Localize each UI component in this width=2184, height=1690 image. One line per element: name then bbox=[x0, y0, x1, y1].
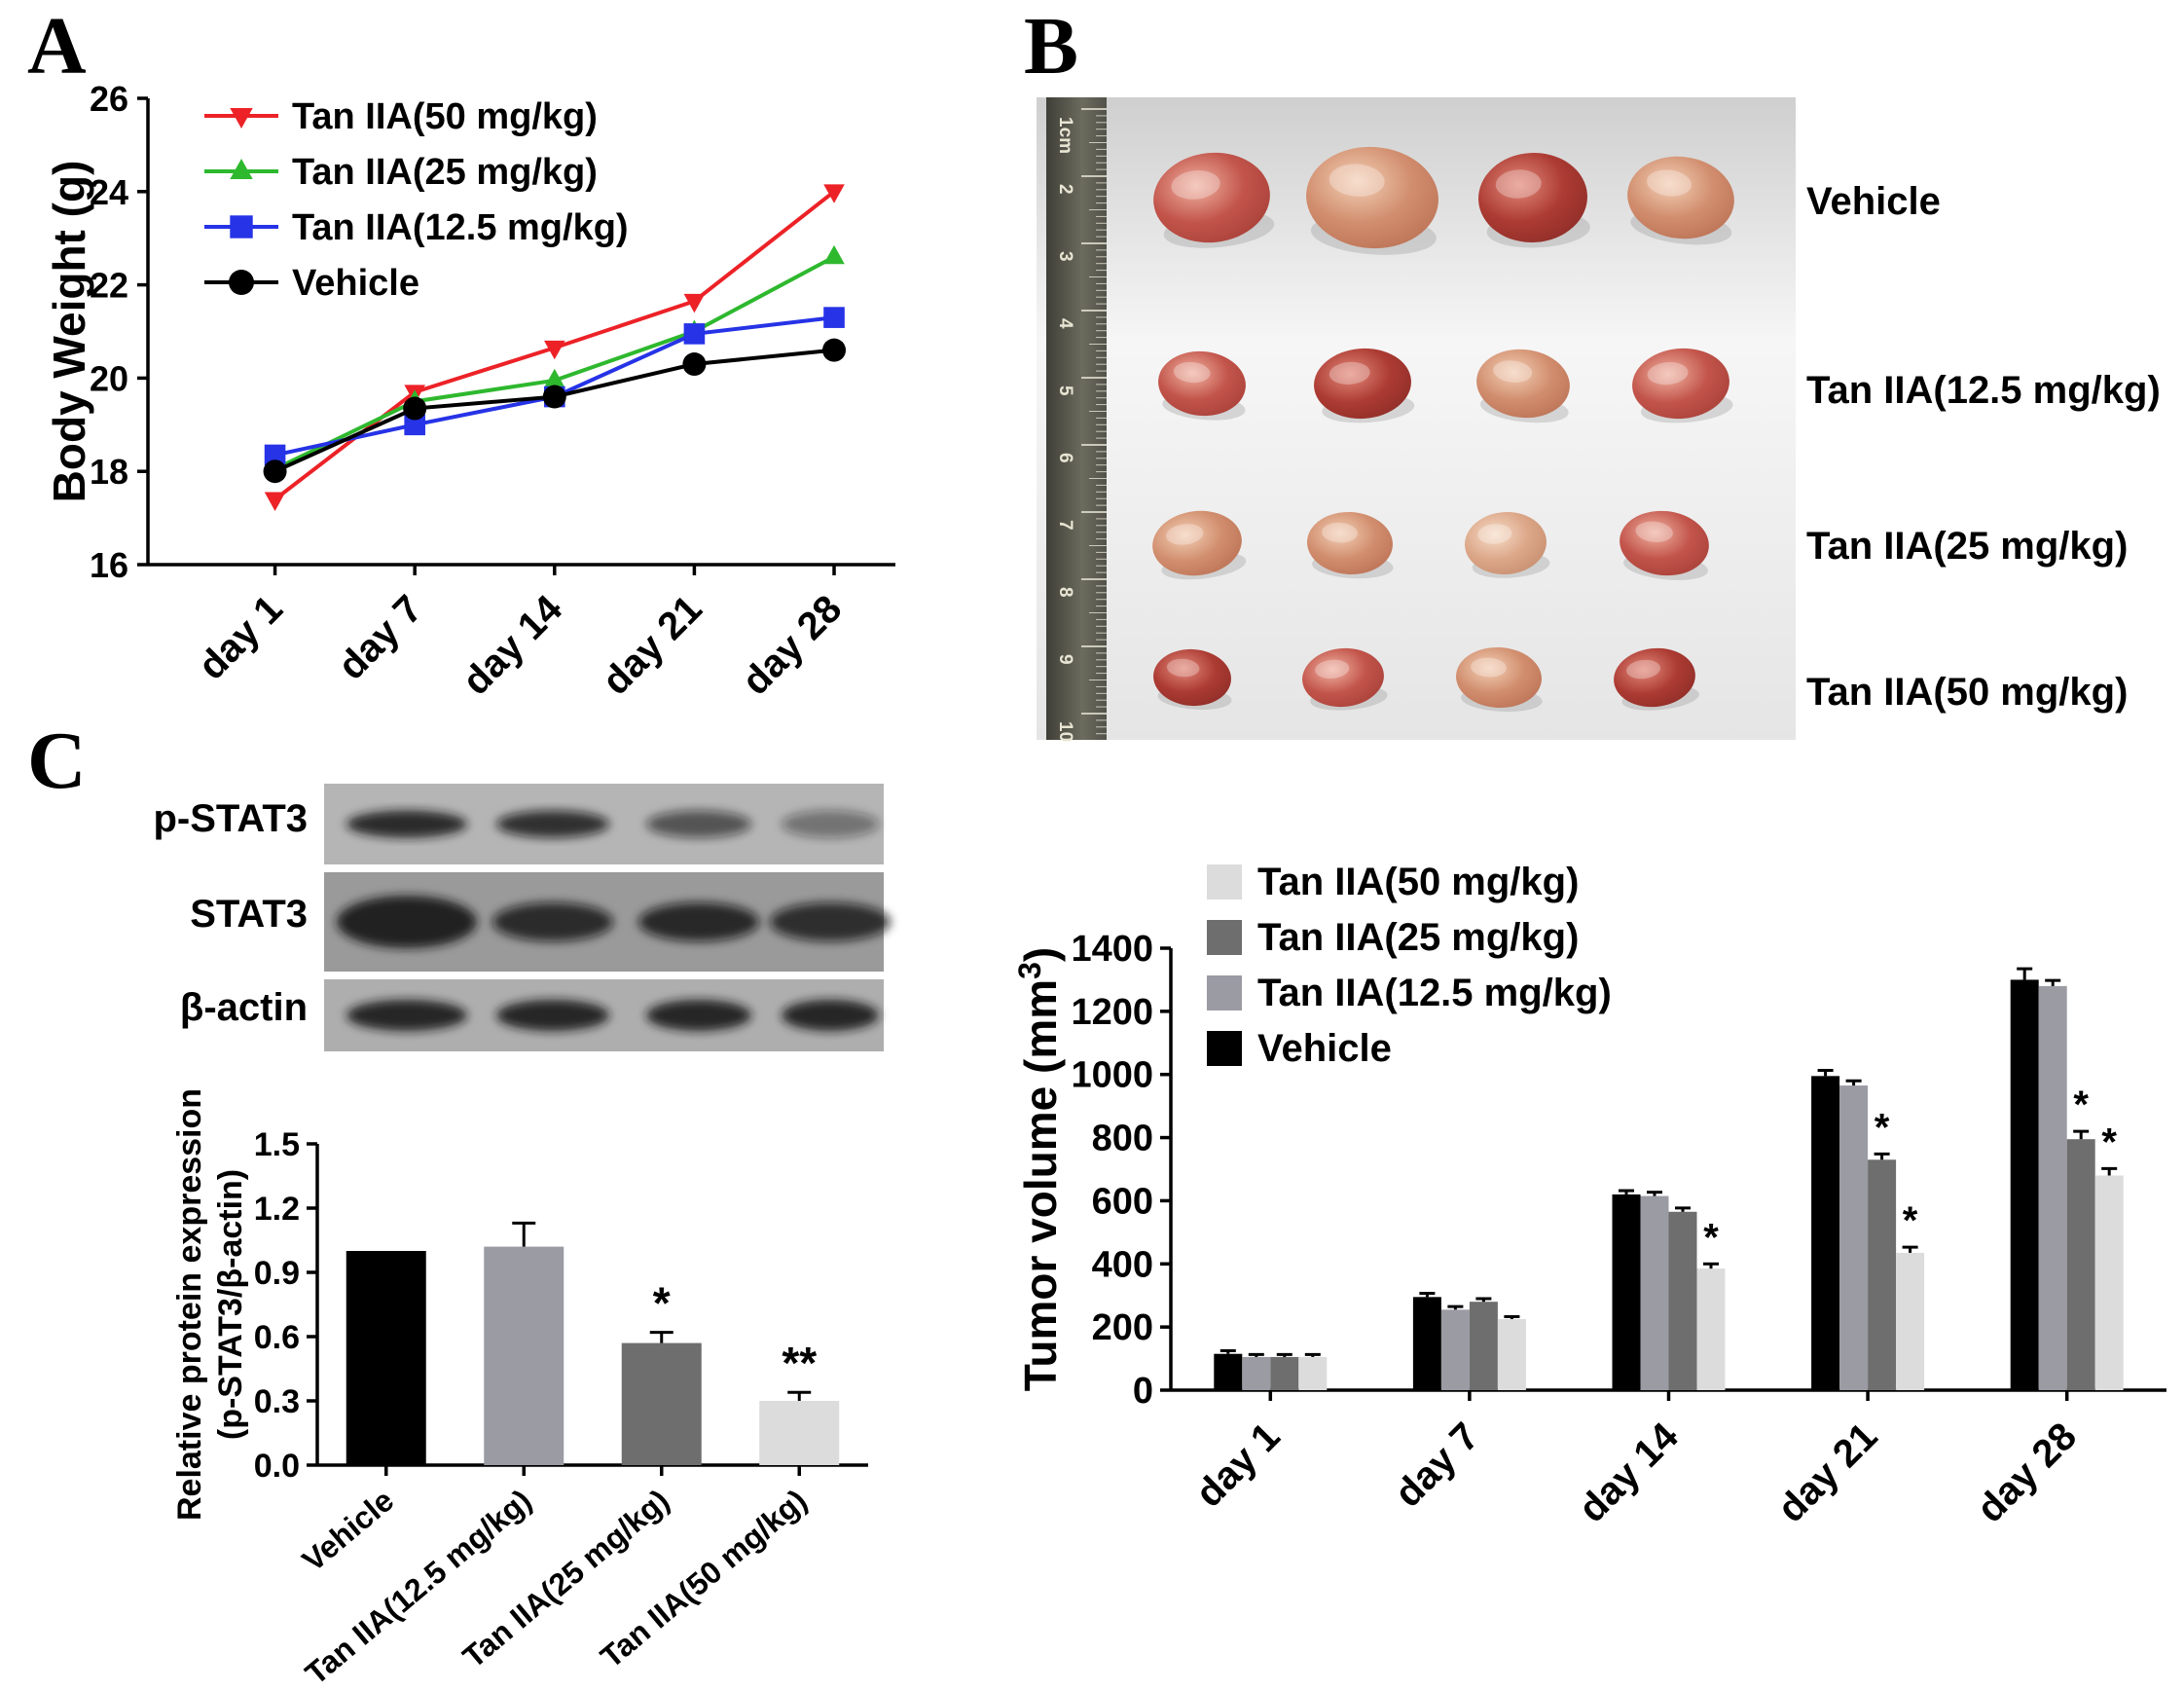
chart-c-bars: *** bbox=[346, 1221, 840, 1465]
svg-text:9: 9 bbox=[1055, 654, 1075, 665]
svg-text:day 21: day 21 bbox=[1769, 1414, 1885, 1530]
tumor-volume-bar-chart: 0 200 400 600 800 1000 1200 1400 day 1 day 7 day 1… bbox=[1012, 861, 2166, 1530]
svg-text:*: * bbox=[1703, 1216, 1719, 1259]
chart-b-legend: Tan IIA(50 mg/kg) Tan IIA(25 mg/kg) Tan II… bbox=[1207, 861, 1612, 1070]
svg-text:Body Weight (g): Body Weight (g) bbox=[44, 161, 94, 503]
panel-b-label: B bbox=[1024, 1, 1079, 92]
chart-b-ylabel: Tumor volume (mm3) bbox=[1012, 947, 1066, 1392]
panel-a-label: A bbox=[27, 1, 87, 92]
svg-text:200: 200 bbox=[1092, 1307, 1153, 1348]
panel-c-label: C bbox=[27, 716, 87, 806]
svg-text:day 14: day 14 bbox=[455, 587, 571, 704]
ruler-numbers: 1cm 2 3 4 5 6 7 8 9 10 bbox=[1055, 117, 1075, 742]
western-blot-strips bbox=[324, 784, 891, 1051]
svg-text:Tan IIA(25 mg/kg): Tan IIA(25 mg/kg) bbox=[292, 152, 598, 193]
photo-row-label-vehicle: Vehicle bbox=[1806, 180, 1941, 223]
svg-text:Tan IIA(12.5 mg/kg): Tan IIA(12.5 mg/kg) bbox=[292, 207, 629, 248]
svg-text:day 7: day 7 bbox=[1387, 1414, 1487, 1515]
chart-a-axes bbox=[137, 96, 895, 575]
svg-text:1.2: 1.2 bbox=[254, 1191, 300, 1228]
chart-b-series: * * * bbox=[1298, 1121, 2124, 1390]
photo-row-label-tan-50: Tan IIA(50 mg/kg) bbox=[1806, 671, 2129, 714]
svg-text:3: 3 bbox=[1055, 251, 1075, 262]
svg-text:Tan IIA(12.5 mg/kg): Tan IIA(12.5 mg/kg) bbox=[299, 1483, 538, 1690]
svg-text:1000: 1000 bbox=[1071, 1055, 1153, 1096]
svg-text:*: * bbox=[653, 1278, 671, 1329]
svg-text:10: 10 bbox=[1055, 721, 1075, 742]
svg-text:Tan IIA(25 mg/kg): Tan IIA(25 mg/kg) bbox=[1257, 916, 1579, 959]
svg-text:7: 7 bbox=[1055, 520, 1075, 531]
svg-text:Relative protein expression: Relative protein expression bbox=[171, 1088, 208, 1521]
tumor-specimens bbox=[1152, 146, 1734, 713]
ruler-ticks bbox=[1081, 108, 1107, 735]
svg-text:0: 0 bbox=[1133, 1371, 1153, 1412]
svg-text:24: 24 bbox=[90, 172, 128, 212]
blot-bands bbox=[337, 896, 891, 948]
svg-text:day 14: day 14 bbox=[1571, 1414, 1688, 1531]
svg-text:Tan IIA(50 mg/kg): Tan IIA(50 mg/kg) bbox=[1257, 861, 1579, 903]
svg-text:day 1: day 1 bbox=[1187, 1414, 1288, 1515]
svg-text:Tan IIA(12.5 mg/kg): Tan IIA(12.5 mg/kg) bbox=[1257, 972, 1612, 1014]
blot-bands bbox=[346, 1000, 879, 1031]
svg-text:20: 20 bbox=[90, 358, 128, 398]
svg-text:400: 400 bbox=[1092, 1244, 1153, 1285]
svg-text:0.6: 0.6 bbox=[254, 1319, 300, 1356]
svg-text:day 21: day 21 bbox=[595, 587, 710, 703]
photo-row-label-tan-12-5: Tan IIA(12.5 mg/kg) bbox=[1806, 369, 2161, 412]
chart-a-series bbox=[263, 338, 847, 484]
svg-text:1.5: 1.5 bbox=[254, 1126, 300, 1163]
svg-text:*: * bbox=[2073, 1084, 2089, 1126]
svg-text:day 28: day 28 bbox=[734, 587, 850, 703]
svg-text:5: 5 bbox=[1055, 386, 1075, 396]
chart-b-series bbox=[1242, 978, 2067, 1390]
svg-text:Tan IIA(50 mg/kg): Tan IIA(50 mg/kg) bbox=[292, 96, 598, 137]
chart-c-ylabel: Relative protein expression (p-STAT3/β-ac… bbox=[171, 1088, 249, 1521]
svg-text:Vehicle: Vehicle bbox=[292, 263, 419, 304]
svg-text:*: * bbox=[1903, 1199, 1918, 1242]
svg-text:2: 2 bbox=[1055, 184, 1075, 195]
svg-text:**: ** bbox=[782, 1338, 817, 1388]
svg-text:0.3: 0.3 bbox=[254, 1383, 300, 1420]
chart-b-tick-labels: 0 200 400 600 800 1000 1200 1400 day 1 day 7 day 1… bbox=[1071, 929, 2085, 1530]
svg-text:8: 8 bbox=[1055, 587, 1075, 598]
photo-row-label-tan-25: Tan IIA(25 mg/kg) bbox=[1806, 525, 2129, 568]
tumor-photo: 1cm 2 3 4 5 6 7 8 9 10 bbox=[1037, 97, 1796, 742]
svg-text:26: 26 bbox=[90, 79, 128, 119]
blot-label-stat3: STAT3 bbox=[190, 893, 308, 936]
svg-text:1400: 1400 bbox=[1071, 929, 1153, 970]
svg-text:1200: 1200 bbox=[1071, 992, 1153, 1033]
svg-text:16: 16 bbox=[90, 545, 128, 585]
svg-text:6: 6 bbox=[1055, 453, 1075, 463]
svg-text:22: 22 bbox=[90, 266, 128, 306]
svg-text:day 1: day 1 bbox=[190, 587, 290, 687]
svg-text:800: 800 bbox=[1092, 1119, 1153, 1159]
blot-bands bbox=[346, 810, 879, 838]
svg-text:600: 600 bbox=[1092, 1181, 1153, 1222]
blot-label-p-stat3: p-STAT3 bbox=[153, 797, 309, 840]
chart-b-series: ** bbox=[1270, 1084, 2095, 1390]
body-weight-line-chart: 16 18 20 22 24 26 day 1 day 7 day 14 day 21 day 28… bbox=[44, 79, 895, 704]
svg-text:Vehicle: Vehicle bbox=[296, 1483, 401, 1578]
svg-text:0.9: 0.9 bbox=[254, 1255, 300, 1292]
svg-text:Vehicle: Vehicle bbox=[1257, 1027, 1392, 1070]
svg-text:*: * bbox=[1875, 1106, 1890, 1149]
svg-text:4: 4 bbox=[1055, 318, 1075, 329]
svg-text:day 7: day 7 bbox=[330, 587, 430, 687]
svg-text:*: * bbox=[2101, 1121, 2117, 1163]
svg-text:1cm: 1cm bbox=[1055, 117, 1075, 154]
svg-text:(p-STAT3/β-actin): (p-STAT3/β-actin) bbox=[212, 1169, 249, 1440]
svg-text:0.0: 0.0 bbox=[254, 1448, 300, 1485]
blot-label-b-actin: β-actin bbox=[179, 986, 308, 1029]
chart-a-ylabel: Body Weight (g) bbox=[44, 161, 94, 503]
chart-a-legend: Tan IIA(50 mg/kg) Tan IIA(25 mg/kg) Tan II… bbox=[204, 96, 629, 304]
svg-text:day 28: day 28 bbox=[1969, 1414, 2085, 1530]
chart-b-series bbox=[1214, 967, 2039, 1390]
svg-text:18: 18 bbox=[90, 452, 128, 492]
